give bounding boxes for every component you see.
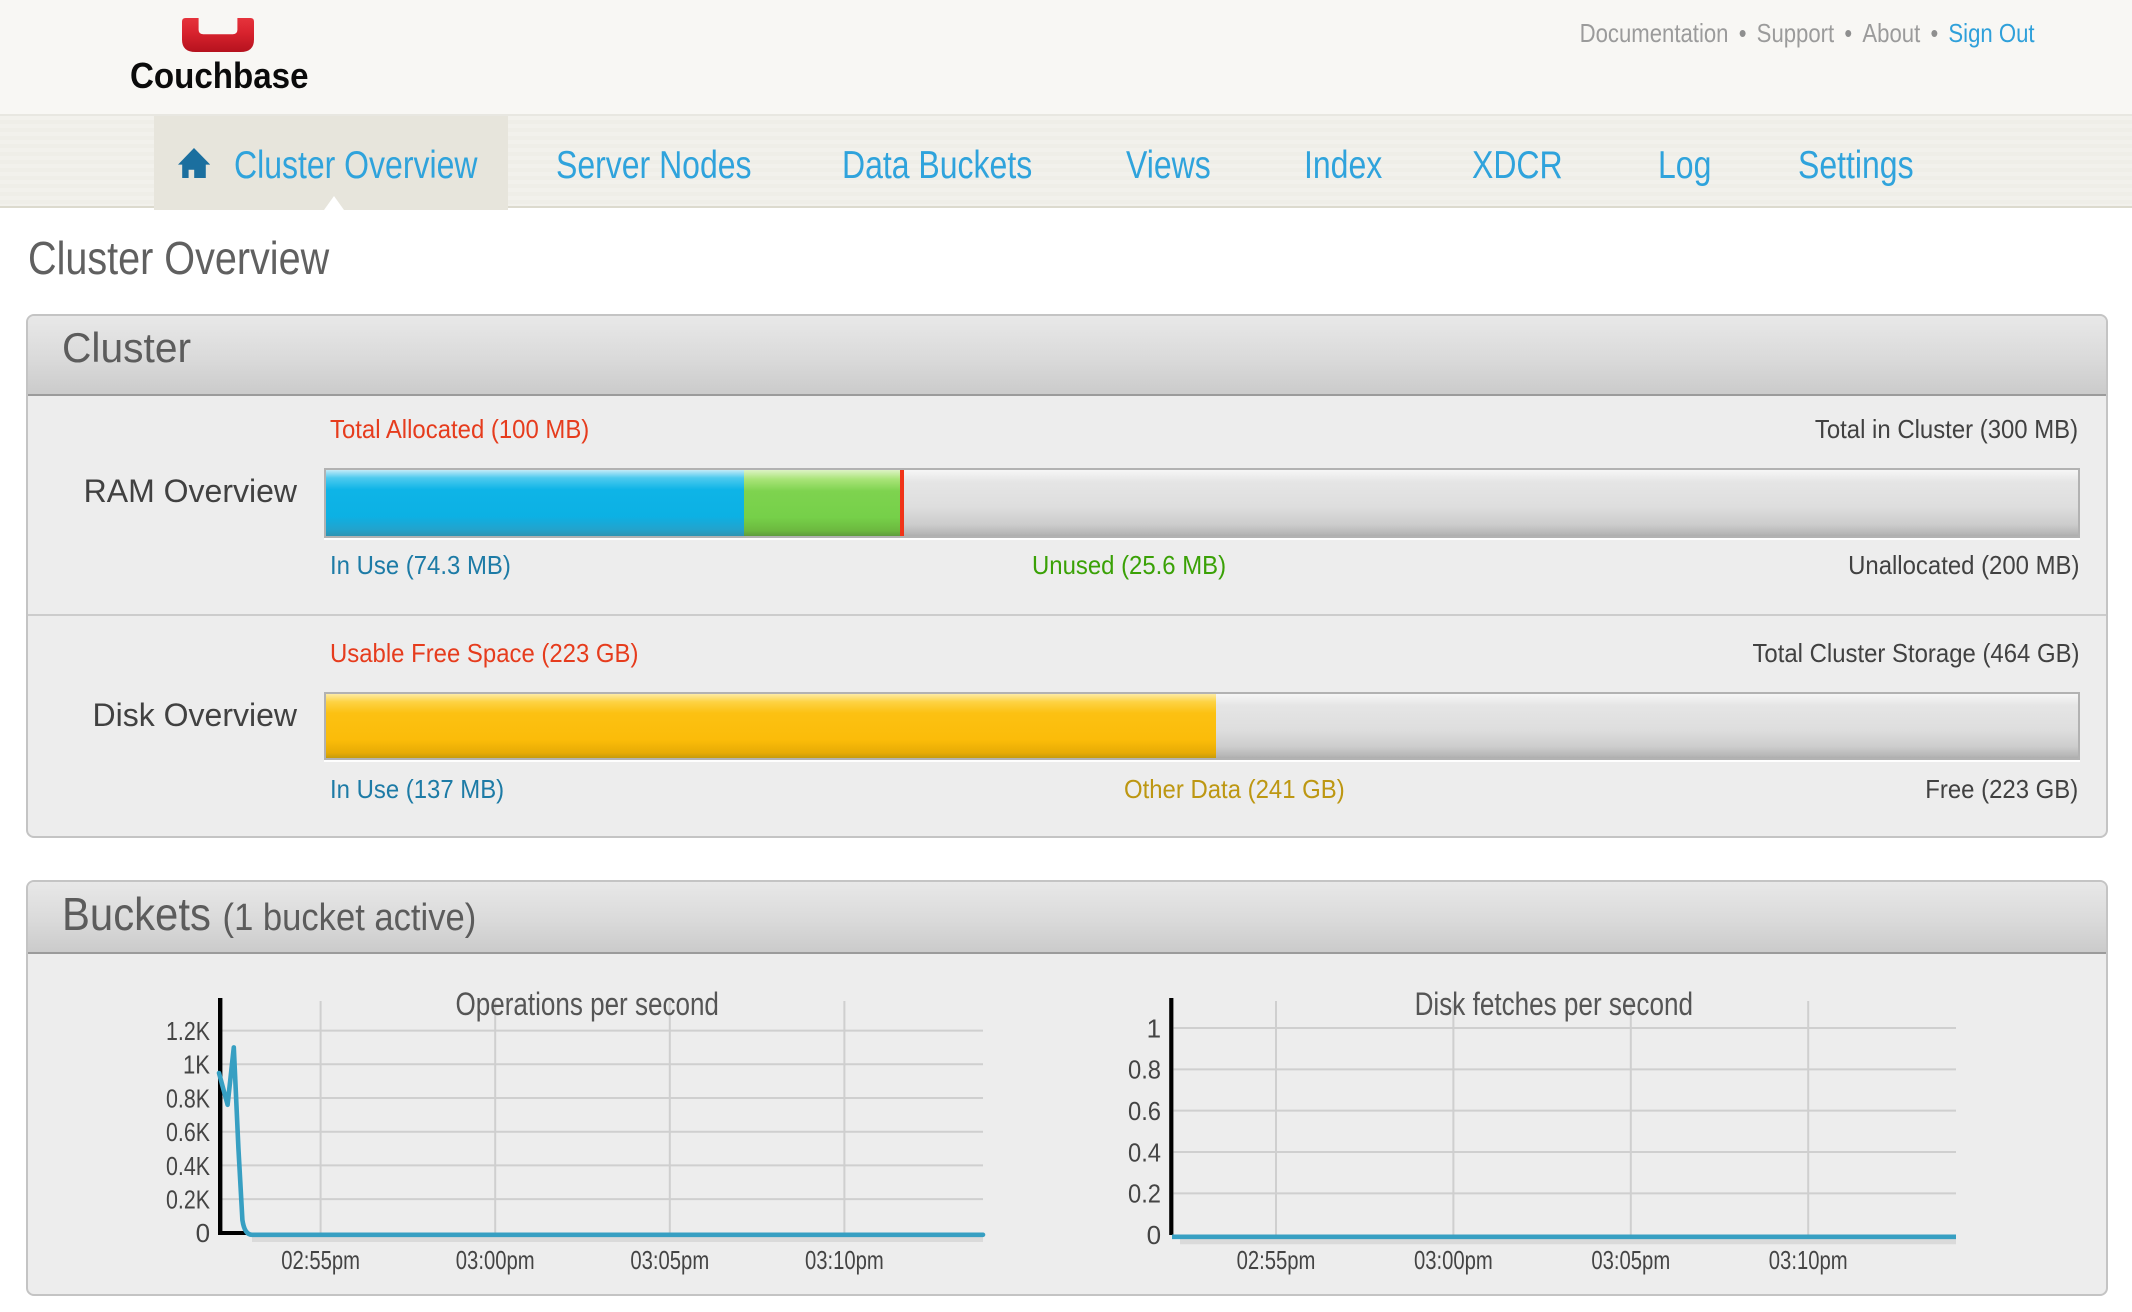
svg-text:0.4K: 0.4K [166,1151,211,1181]
svg-text:Operations per second: Operations per second [456,986,719,1022]
svg-text:03:00pm: 03:00pm [456,1245,535,1275]
svg-text:0: 0 [196,1218,210,1248]
svg-text:03:10pm: 03:10pm [1769,1245,1848,1275]
svg-text:02:55pm: 02:55pm [281,1245,360,1275]
svg-text:03:05pm: 03:05pm [630,1245,709,1275]
svg-text:0.4: 0.4 [1128,1137,1161,1167]
svg-text:Disk fetches per second: Disk fetches per second [1415,986,1693,1022]
svg-text:1: 1 [1147,1013,1161,1043]
svg-text:0.8: 0.8 [1128,1055,1161,1085]
svg-text:0.6: 0.6 [1128,1096,1161,1126]
svg-text:03:05pm: 03:05pm [1591,1245,1670,1275]
svg-text:03:00pm: 03:00pm [1414,1245,1493,1275]
svg-text:0.8K: 0.8K [166,1083,211,1113]
svg-text:1.2K: 1.2K [166,1016,211,1046]
svg-text:0.6K: 0.6K [166,1117,211,1147]
svg-text:03:10pm: 03:10pm [805,1245,884,1275]
svg-text:0.2: 0.2 [1128,1179,1161,1209]
svg-text:0.2K: 0.2K [166,1185,211,1215]
svg-text:02:55pm: 02:55pm [1237,1245,1316,1275]
svg-text:0: 0 [1147,1220,1161,1250]
svg-text:1K: 1K [183,1050,211,1080]
